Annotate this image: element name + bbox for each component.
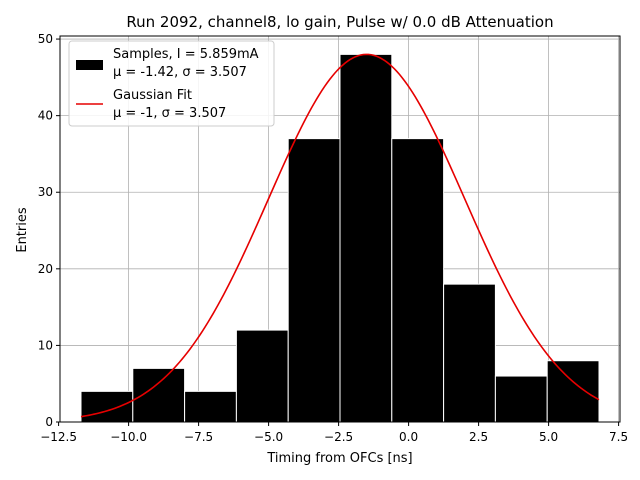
x-tick-label: −2.5 [324,430,353,444]
y-tick-label: 10 [38,338,53,352]
x-axis-label: Timing from OFCs [ns] [266,451,412,466]
y-tick-label: 20 [38,262,53,276]
x-axis-ticks: −12.5 −10.0 −7.5 −5.0 −2.5 0.0 2.5 5.0 7.5 [40,422,628,444]
histogram-bar [287,138,341,423]
legend-samples-stats: μ = -1.42, σ = 3.507 [113,65,247,80]
x-tick-label: 5.0 [539,430,558,444]
x-tick-label: −7.5 [184,430,213,444]
legend-swatch-samples [76,60,103,70]
legend-box [68,40,275,127]
histogram-bar [546,360,600,423]
legend-fit-label: Gaussian Fit [113,88,192,103]
legend-fit-stats: μ = -1, σ = 3.507 [113,106,226,121]
histogram-bar [339,53,393,423]
x-tick-label: −12.5 [40,430,77,444]
histogram-bar [443,283,496,423]
x-tick-label: −10.0 [110,430,147,444]
y-axis-ticks: 0 10 20 30 40 50 [38,32,60,429]
histogram-bar [184,390,237,423]
y-tick-label: 40 [38,109,53,123]
histogram-bar [494,375,548,423]
gaussian-fit-curve [80,53,600,418]
x-tick-label: 7.5 [609,430,628,444]
histogram-bar [235,329,289,423]
histogram-bars [80,53,600,423]
x-tick-label: 0.0 [399,430,418,444]
chart-title: Run 2092, channel8, lo gain, Pulse w/ 0.… [126,13,553,31]
plot-frame [59,35,621,423]
y-tick-label: 30 [38,185,53,199]
histogram-bar [80,390,134,423]
legend-samples-label: Samples, I = 5.859mA [113,47,259,62]
histogram-bar [391,138,445,423]
y-tick-label: 0 [45,415,53,429]
y-tick-label: 50 [38,32,53,46]
x-tick-label: 2.5 [469,430,488,444]
y-axis-label: Entries [15,207,30,253]
legend: Samples, I = 5.859mA μ = -1.42, σ = 3.50… [68,40,275,127]
x-tick-label: −5.0 [254,430,283,444]
